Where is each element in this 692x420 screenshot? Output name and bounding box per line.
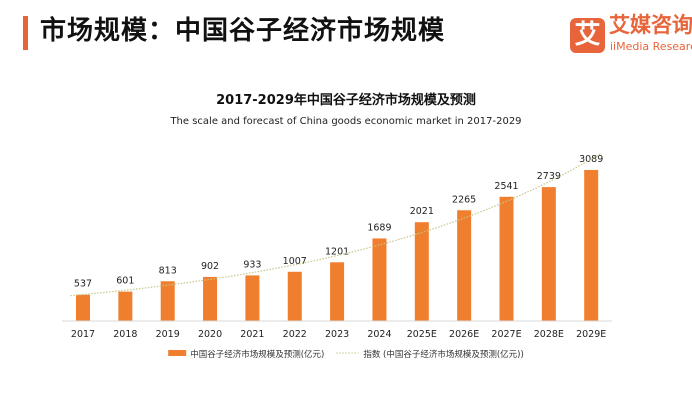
chart-title: 2017-2029年中国谷子经济市场规模及预测 — [216, 92, 476, 108]
x-tick-label: 2025E — [407, 329, 437, 340]
bar — [76, 294, 90, 321]
legend-bar-label: 中国谷子经济市场规模及预测(亿元) — [190, 349, 324, 360]
x-tick-label: 2026E — [449, 329, 479, 340]
x-tick-label: 2020 — [198, 329, 222, 340]
bar — [160, 281, 175, 321]
x-tick-label: 2022 — [283, 329, 307, 340]
data-label: 2021 — [410, 206, 434, 217]
x-tick-label: 2017 — [71, 329, 95, 340]
x-tick-label: 2029E — [576, 329, 606, 340]
x-tick-label: 2024 — [367, 329, 391, 340]
data-label: 3089 — [579, 154, 603, 165]
bar — [541, 187, 556, 321]
data-label: 537 — [74, 279, 92, 290]
logo-mark: 艾 — [570, 18, 605, 53]
legend-trend-label: 指数 (中国谷子经济市场规模及预测(亿元)) — [363, 349, 523, 360]
legend-bar-swatch — [168, 350, 187, 356]
data-label: 2739 — [537, 171, 561, 182]
data-label: 2265 — [452, 194, 476, 205]
data-label: 1007 — [283, 256, 307, 267]
bar — [203, 276, 218, 321]
title-accent-bar — [23, 16, 28, 50]
data-label: 601 — [116, 276, 134, 287]
page-title: 市场规模：中国谷子经济市场规模 — [40, 16, 446, 46]
bar — [457, 210, 472, 321]
chart-subtitle: The scale and forecast of China goods ec… — [169, 116, 521, 127]
x-tick-label: 2021 — [240, 329, 264, 340]
x-tick-label: 2023 — [325, 329, 349, 340]
bar — [330, 262, 345, 321]
x-tick-label: 2027E — [491, 329, 521, 340]
bar — [584, 170, 599, 321]
logo-en: iiMedia Research — [610, 40, 692, 53]
data-label: 902 — [201, 261, 219, 272]
bar — [372, 238, 387, 321]
data-label: 813 — [159, 265, 177, 276]
x-tick-label: 2018 — [113, 329, 137, 340]
bar — [287, 271, 302, 321]
x-tick-label: 2019 — [156, 329, 180, 340]
logo-cn: 艾媒咨询 — [609, 13, 692, 37]
x-tick-label: 2028E — [534, 329, 564, 340]
bar — [118, 291, 133, 321]
data-label: 933 — [243, 259, 261, 270]
data-label: 1201 — [325, 246, 349, 257]
bar — [499, 196, 514, 321]
bar — [414, 222, 429, 321]
data-label: 1689 — [367, 222, 391, 233]
bar — [245, 275, 260, 321]
data-label: 2541 — [494, 181, 518, 192]
